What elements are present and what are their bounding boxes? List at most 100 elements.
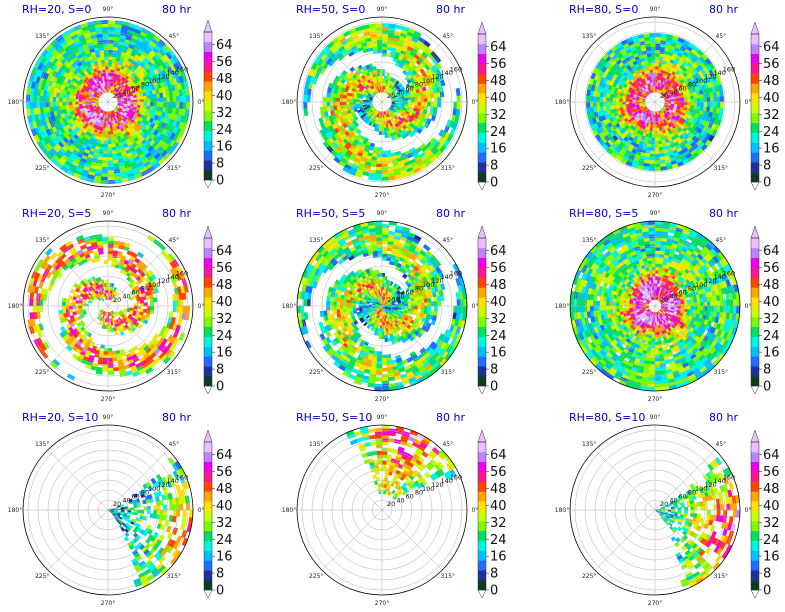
- rainfall-cell: [654, 160, 661, 165]
- rainfall-cell: [420, 101, 425, 107]
- radial-tick-label: 160: [723, 65, 735, 73]
- radial-tick-label: 140: [166, 69, 178, 77]
- radial-tick-label: 160: [176, 65, 188, 73]
- rainfall-cell: [654, 153, 661, 158]
- rainfall-cell: [381, 42, 388, 47]
- colorbar-segment: [478, 93, 486, 104]
- rainfall-cell: [423, 101, 429, 107]
- rainfall-cell: [107, 321, 111, 326]
- rainfall-cell: [107, 62, 112, 67]
- radial-tick-label: 60: [406, 85, 414, 93]
- rainfall-cell: [354, 172, 363, 179]
- rainfall-cell: [427, 101, 432, 107]
- angle-tick-label: 315°: [167, 165, 181, 172]
- polar-panel: 20 40 60 801001201401600°45°90°135°180°225°…: [8, 3, 233, 199]
- radial-tick-label: 60: [132, 289, 140, 297]
- rainfall-cell: [102, 357, 109, 362]
- rainfall-cell: [693, 97, 698, 103]
- rainfall-cell: [680, 101, 685, 105]
- rainfall-cell: [159, 101, 164, 108]
- rainfall-cell: [130, 101, 135, 105]
- rainfall-cell: [649, 153, 656, 158]
- rainfall-cell: [104, 137, 109, 142]
- rainfall-cell: [654, 72, 658, 77]
- rainfall-cell: [654, 75, 658, 80]
- angle-tick-label: 270°: [375, 192, 389, 199]
- radial-tick-label: 60: [679, 85, 687, 93]
- rainfall-cell: [642, 33, 650, 38]
- colorbar-tick-label: 8: [216, 157, 224, 172]
- rainfall-cell: [163, 96, 168, 103]
- rainfall-cell: [381, 157, 388, 162]
- colorbar-tick-label: 0: [490, 176, 498, 191]
- rainfall-cell: [649, 42, 656, 47]
- rainfall-cell: [58, 101, 63, 107]
- rainfall-cell: [105, 127, 109, 132]
- colorbar-tick-label: 0: [763, 176, 771, 191]
- rainfall-cell: [29, 298, 34, 307]
- rainfall-cell: [700, 97, 705, 103]
- rainfall-cell: [407, 101, 412, 105]
- rainfall-cell: [696, 101, 702, 107]
- rainfall-cell: [654, 166, 662, 172]
- rainfall-cell: [107, 49, 113, 54]
- colorbar-segment: [751, 34, 759, 45]
- colorbar-segment: [204, 32, 212, 43]
- rainfall-cell: [362, 101, 367, 105]
- radial-tick-label: 60: [132, 85, 140, 93]
- rainfall-cell: [595, 101, 600, 108]
- rainfall-cell: [329, 97, 334, 103]
- rainfall-cell: [149, 101, 155, 107]
- angle-tick-label: 0°: [472, 99, 479, 106]
- rainfall-cell: [103, 140, 109, 145]
- rainfall-cell: [332, 97, 337, 103]
- rainfall-cell: [166, 96, 171, 103]
- rainfall-cell: [599, 96, 604, 103]
- rainfall-cell: [706, 96, 711, 103]
- rainfall-cell: [433, 96, 438, 103]
- grid-spoke: [321, 101, 383, 163]
- rainfall-cell: [103, 55, 109, 61]
- rainfall-cell: [648, 166, 656, 172]
- rainfall-cell: [102, 364, 109, 369]
- grid-spoke: [107, 101, 169, 163]
- rainfall-cell: [29, 292, 35, 300]
- rainfall-cell: [55, 101, 60, 107]
- rainfall-cell: [93, 250, 100, 256]
- rainfall-cell: [648, 32, 656, 38]
- rainfall-cell: [660, 166, 668, 171]
- rainfall-cell: [654, 46, 661, 51]
- colorbar-segment: [478, 63, 486, 74]
- rainfall-cell: [602, 97, 607, 103]
- rainfall-cell: [107, 253, 113, 258]
- rainfall-cell: [146, 101, 151, 107]
- rainfall-cell: [112, 250, 119, 255]
- radial-tick-label: 100: [148, 77, 160, 85]
- rainfall-cell: [58, 97, 63, 103]
- rainfall-cell: [107, 143, 113, 149]
- colorbar-tick-label: 16: [216, 140, 233, 155]
- colorbar-segment: [751, 83, 759, 94]
- rainfall-cell: [303, 101, 308, 110]
- rainfall-cell: [586, 89, 591, 97]
- rainfall-cell: [101, 236, 109, 242]
- rainfall-cell: [107, 52, 113, 57]
- rainfall-cell: [102, 157, 109, 162]
- colorbar-tick-label: 24: [763, 125, 780, 140]
- rainfall-cell: [650, 49, 656, 54]
- rainfall-cell: [107, 59, 113, 64]
- colorbar-tick-label: 56: [763, 57, 780, 72]
- rainfall-cell: [181, 292, 187, 300]
- colorbar-segment: [478, 83, 486, 94]
- angle-tick-label: 135°: [35, 237, 49, 244]
- rainfall-cell: [595, 96, 600, 103]
- panel-title: RH=50, S=0: [296, 3, 365, 16]
- grid-spoke: [381, 101, 443, 163]
- colorbar-segment: [751, 112, 759, 124]
- colorbar-segment: [204, 130, 212, 141]
- angle-tick-label: 180°: [8, 303, 22, 310]
- rainfall-cell: [102, 42, 109, 47]
- colorbar-segment: [751, 73, 759, 84]
- colorbar-segment: [478, 122, 486, 133]
- angle-tick-label: 90°: [377, 6, 388, 13]
